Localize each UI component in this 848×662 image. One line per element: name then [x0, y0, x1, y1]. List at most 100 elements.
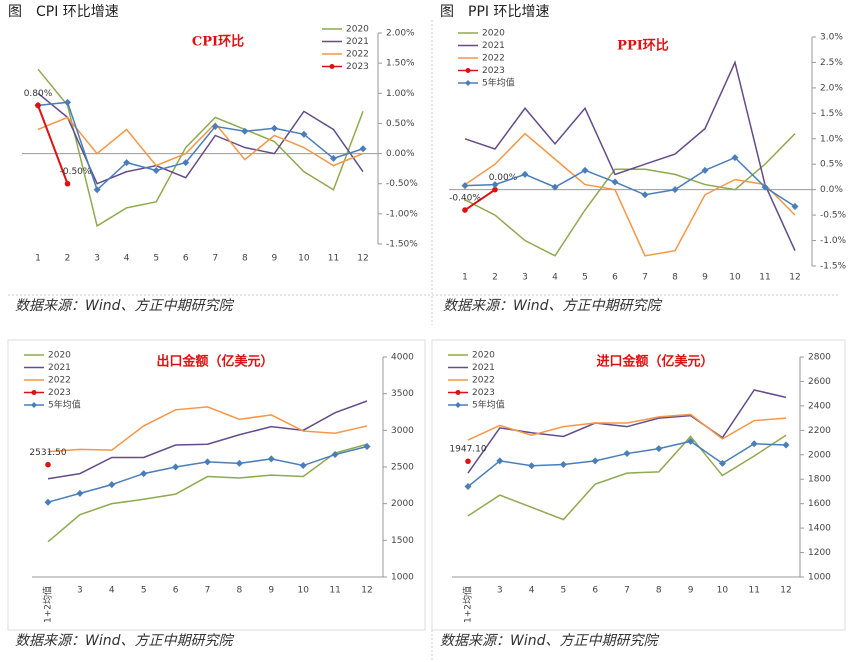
point-marker [791, 202, 799, 210]
y-tick-label: 2600 [808, 377, 831, 387]
x-tick-label: 6 [183, 254, 189, 264]
x-tick-label: 10 [298, 254, 310, 264]
point-marker [551, 183, 559, 191]
point-marker [559, 461, 567, 469]
x-tick-label: 8 [242, 254, 248, 264]
series-line [47, 400, 368, 480]
series-line [37, 104, 69, 185]
point-marker [687, 437, 695, 445]
legend-label: 2020 [48, 351, 71, 361]
point-marker [172, 463, 180, 471]
y-tick-label: 1600 [808, 499, 831, 509]
value-label: -0.40% [449, 194, 481, 204]
y-tick-label: 3500 [391, 389, 414, 399]
y-tick-label: 3000 [391, 426, 414, 436]
point-marker [462, 207, 468, 213]
point-marker [300, 130, 308, 138]
legend-label: 2023 [482, 66, 505, 76]
legend-label: 2020 [482, 29, 505, 39]
y-tick-label: 0.5% [820, 160, 843, 170]
y-tick-label: 2500 [391, 463, 414, 473]
point-marker [611, 178, 619, 186]
source-note: 数据来源：Wind、方正中期研究院 [443, 298, 662, 314]
point-marker [64, 98, 72, 106]
y-tick-label: 2000 [391, 499, 414, 509]
legend-label: 2021 [472, 363, 495, 373]
source-note: 数据来源：Wind、方正中期研究院 [15, 633, 234, 649]
point-marker [35, 102, 41, 109]
legend-label: 2020 [472, 351, 495, 361]
y-tick-label: 1000 [808, 573, 831, 583]
point-marker [465, 458, 471, 465]
y-tick-label: -1.00% [386, 209, 418, 219]
point-marker [528, 462, 536, 470]
legend-marker [31, 402, 37, 408]
legend-label: 2023 [48, 388, 71, 398]
point-marker [329, 154, 337, 162]
point-marker [152, 166, 160, 174]
y-tick-label: -0.5% [820, 211, 847, 221]
source-note: 数据来源：Wind、方正中期研究院 [440, 633, 659, 649]
point-marker [461, 182, 469, 190]
x-tick-label: 10 [729, 273, 741, 283]
x-tick-label: 1+2均值 [42, 586, 54, 623]
point-marker [123, 159, 131, 167]
x-tick-label: 1+2均值 [462, 586, 474, 623]
series-line [467, 389, 787, 474]
legend-label: 2021 [48, 363, 71, 373]
legend-label: 2023 [346, 62, 369, 72]
value-label: 2531.50 [29, 448, 66, 458]
y-tick-label: 1500 [391, 536, 414, 546]
y-tick-label: 2.0% [820, 83, 843, 93]
x-tick-label: 12 [780, 586, 791, 596]
series-line [464, 188, 496, 211]
x-tick-label: 2 [65, 254, 71, 264]
point-marker [76, 489, 84, 497]
legend-label: 2022 [346, 50, 369, 60]
legend-label: 2021 [346, 37, 369, 47]
x-tick-label: 7 [212, 254, 218, 264]
y-tick-label: 1.00% [386, 89, 415, 99]
series-line [37, 92, 364, 185]
point-marker [761, 183, 769, 191]
y-tick-label: 0.50% [386, 119, 415, 129]
x-tick-label: 11 [748, 586, 759, 596]
legend-label: 2023 [472, 388, 495, 398]
point-marker [655, 445, 663, 453]
point-marker [701, 166, 709, 174]
point-marker [44, 498, 52, 506]
value-label: 0.00% [489, 173, 518, 183]
x-tick-label: 11 [329, 586, 340, 596]
x-tick-label: 6 [173, 586, 179, 596]
point-marker [270, 124, 278, 132]
legend-label: 2021 [482, 41, 505, 51]
series-line [464, 132, 796, 257]
x-tick-label: 3 [94, 254, 100, 264]
point-marker [359, 145, 367, 153]
x-tick-label: 7 [642, 273, 648, 283]
y-tick-label: 2400 [808, 401, 831, 411]
legend-label: 2022 [48, 376, 71, 386]
point-marker [581, 166, 589, 174]
x-tick-label: 6 [592, 586, 598, 596]
point-marker [750, 440, 758, 448]
x-tick-label: 2 [492, 273, 498, 283]
y-tick-label: -1.50% [386, 240, 418, 250]
y-tick-label: 1.5% [820, 109, 843, 119]
series-line [37, 68, 364, 228]
point-marker [93, 186, 101, 194]
x-tick-label: 12 [361, 586, 372, 596]
value-label: 1947.10 [449, 445, 486, 455]
point-marker [591, 457, 599, 465]
legend-label: 5年均值 [48, 399, 81, 411]
legend-label: 2020 [346, 25, 369, 35]
x-tick-label: 4 [529, 586, 535, 596]
chart-title: 进口金额（亿美元） [596, 354, 713, 370]
chart-title: 出口金额（亿美元） [156, 354, 273, 370]
point-marker [671, 186, 679, 194]
x-tick-label: 10 [297, 586, 309, 596]
y-tick-label: 4000 [391, 353, 414, 363]
x-tick-label: 5 [561, 586, 567, 596]
